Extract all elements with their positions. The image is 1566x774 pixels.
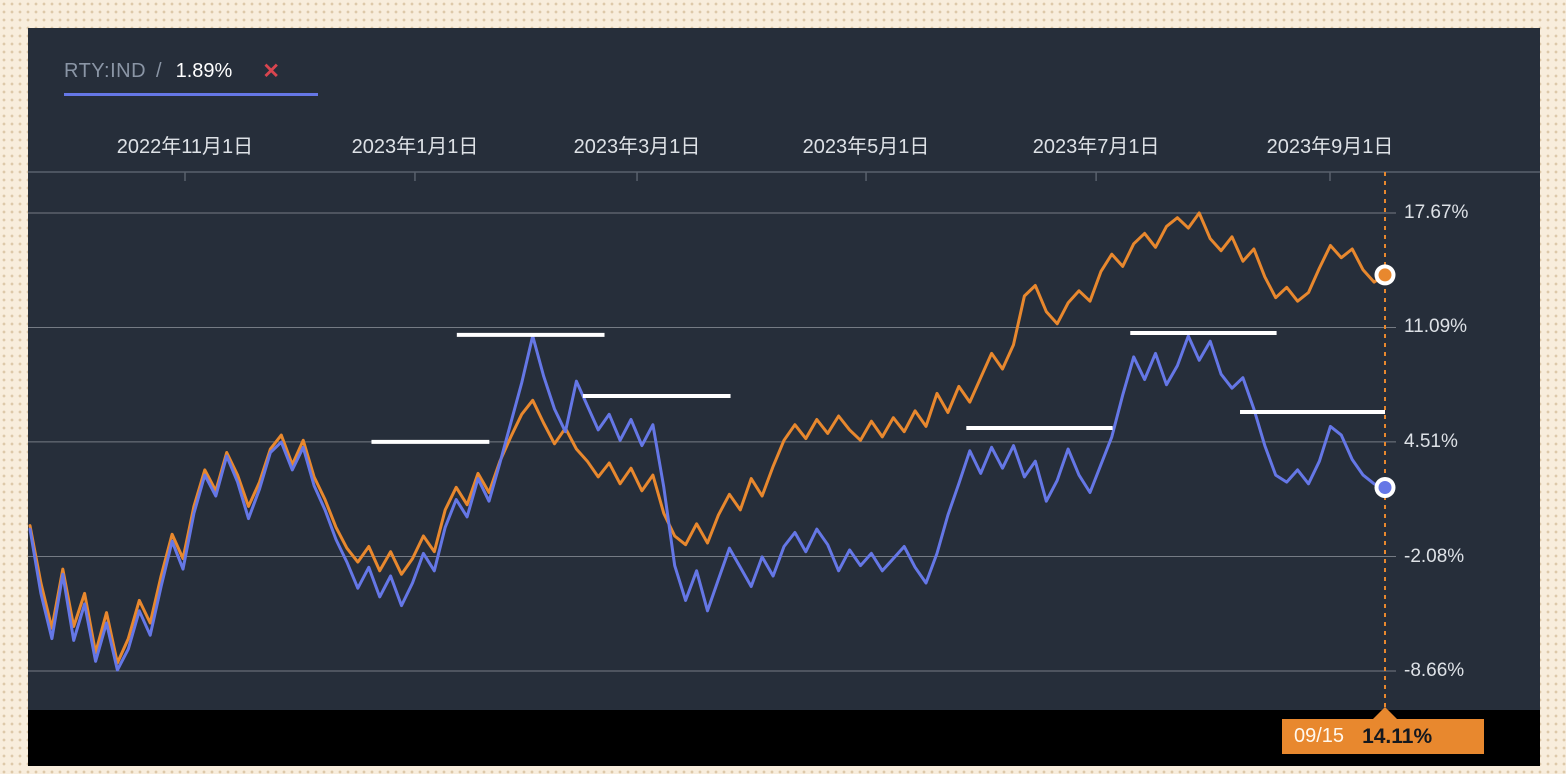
chart-panel: [28, 28, 1540, 766]
x-axis-label: 2022年11月1日: [116, 136, 254, 158]
y-axis-label: 11.09%: [1404, 316, 1468, 338]
x-axis-label: 2023年7月1日: [1032, 136, 1160, 158]
series-symbol: RTY:IND: [64, 60, 147, 82]
x-axis-label: 2023年1月1日: [351, 136, 479, 158]
cursor-arrow-icon: [1373, 707, 1397, 719]
series-endpoint-marker: [1378, 480, 1392, 494]
cursor-date: 09/15: [1294, 725, 1345, 747]
series-line: [28, 334, 1387, 672]
x-axis-label: 2023年9月1日: [1266, 136, 1394, 158]
y-axis-label: 17.67%: [1404, 202, 1469, 223]
series-line: [28, 211, 1387, 665]
x-axis-label: 2023年5月1日: [802, 136, 930, 158]
legend-separator: /: [156, 60, 162, 82]
x-axis-label: 2023年3月1日: [573, 136, 701, 158]
y-axis-label: 4.51%: [1404, 430, 1458, 452]
remove-series-icon[interactable]: ✕: [262, 60, 280, 83]
series-legend: RTY:IND / 1.89% ✕: [64, 60, 280, 83]
y-axis-label: -8.66%: [1404, 660, 1465, 681]
series-endpoint-marker: [1378, 268, 1392, 282]
series-change-value: 1.89%: [175, 60, 233, 82]
cursor-value: 14.11%: [1362, 724, 1433, 748]
legend-underline: [64, 93, 318, 96]
y-axis-label: -2.08%: [1404, 545, 1465, 567]
cursor-badge: 09/15 14.11%: [1282, 707, 1484, 754]
